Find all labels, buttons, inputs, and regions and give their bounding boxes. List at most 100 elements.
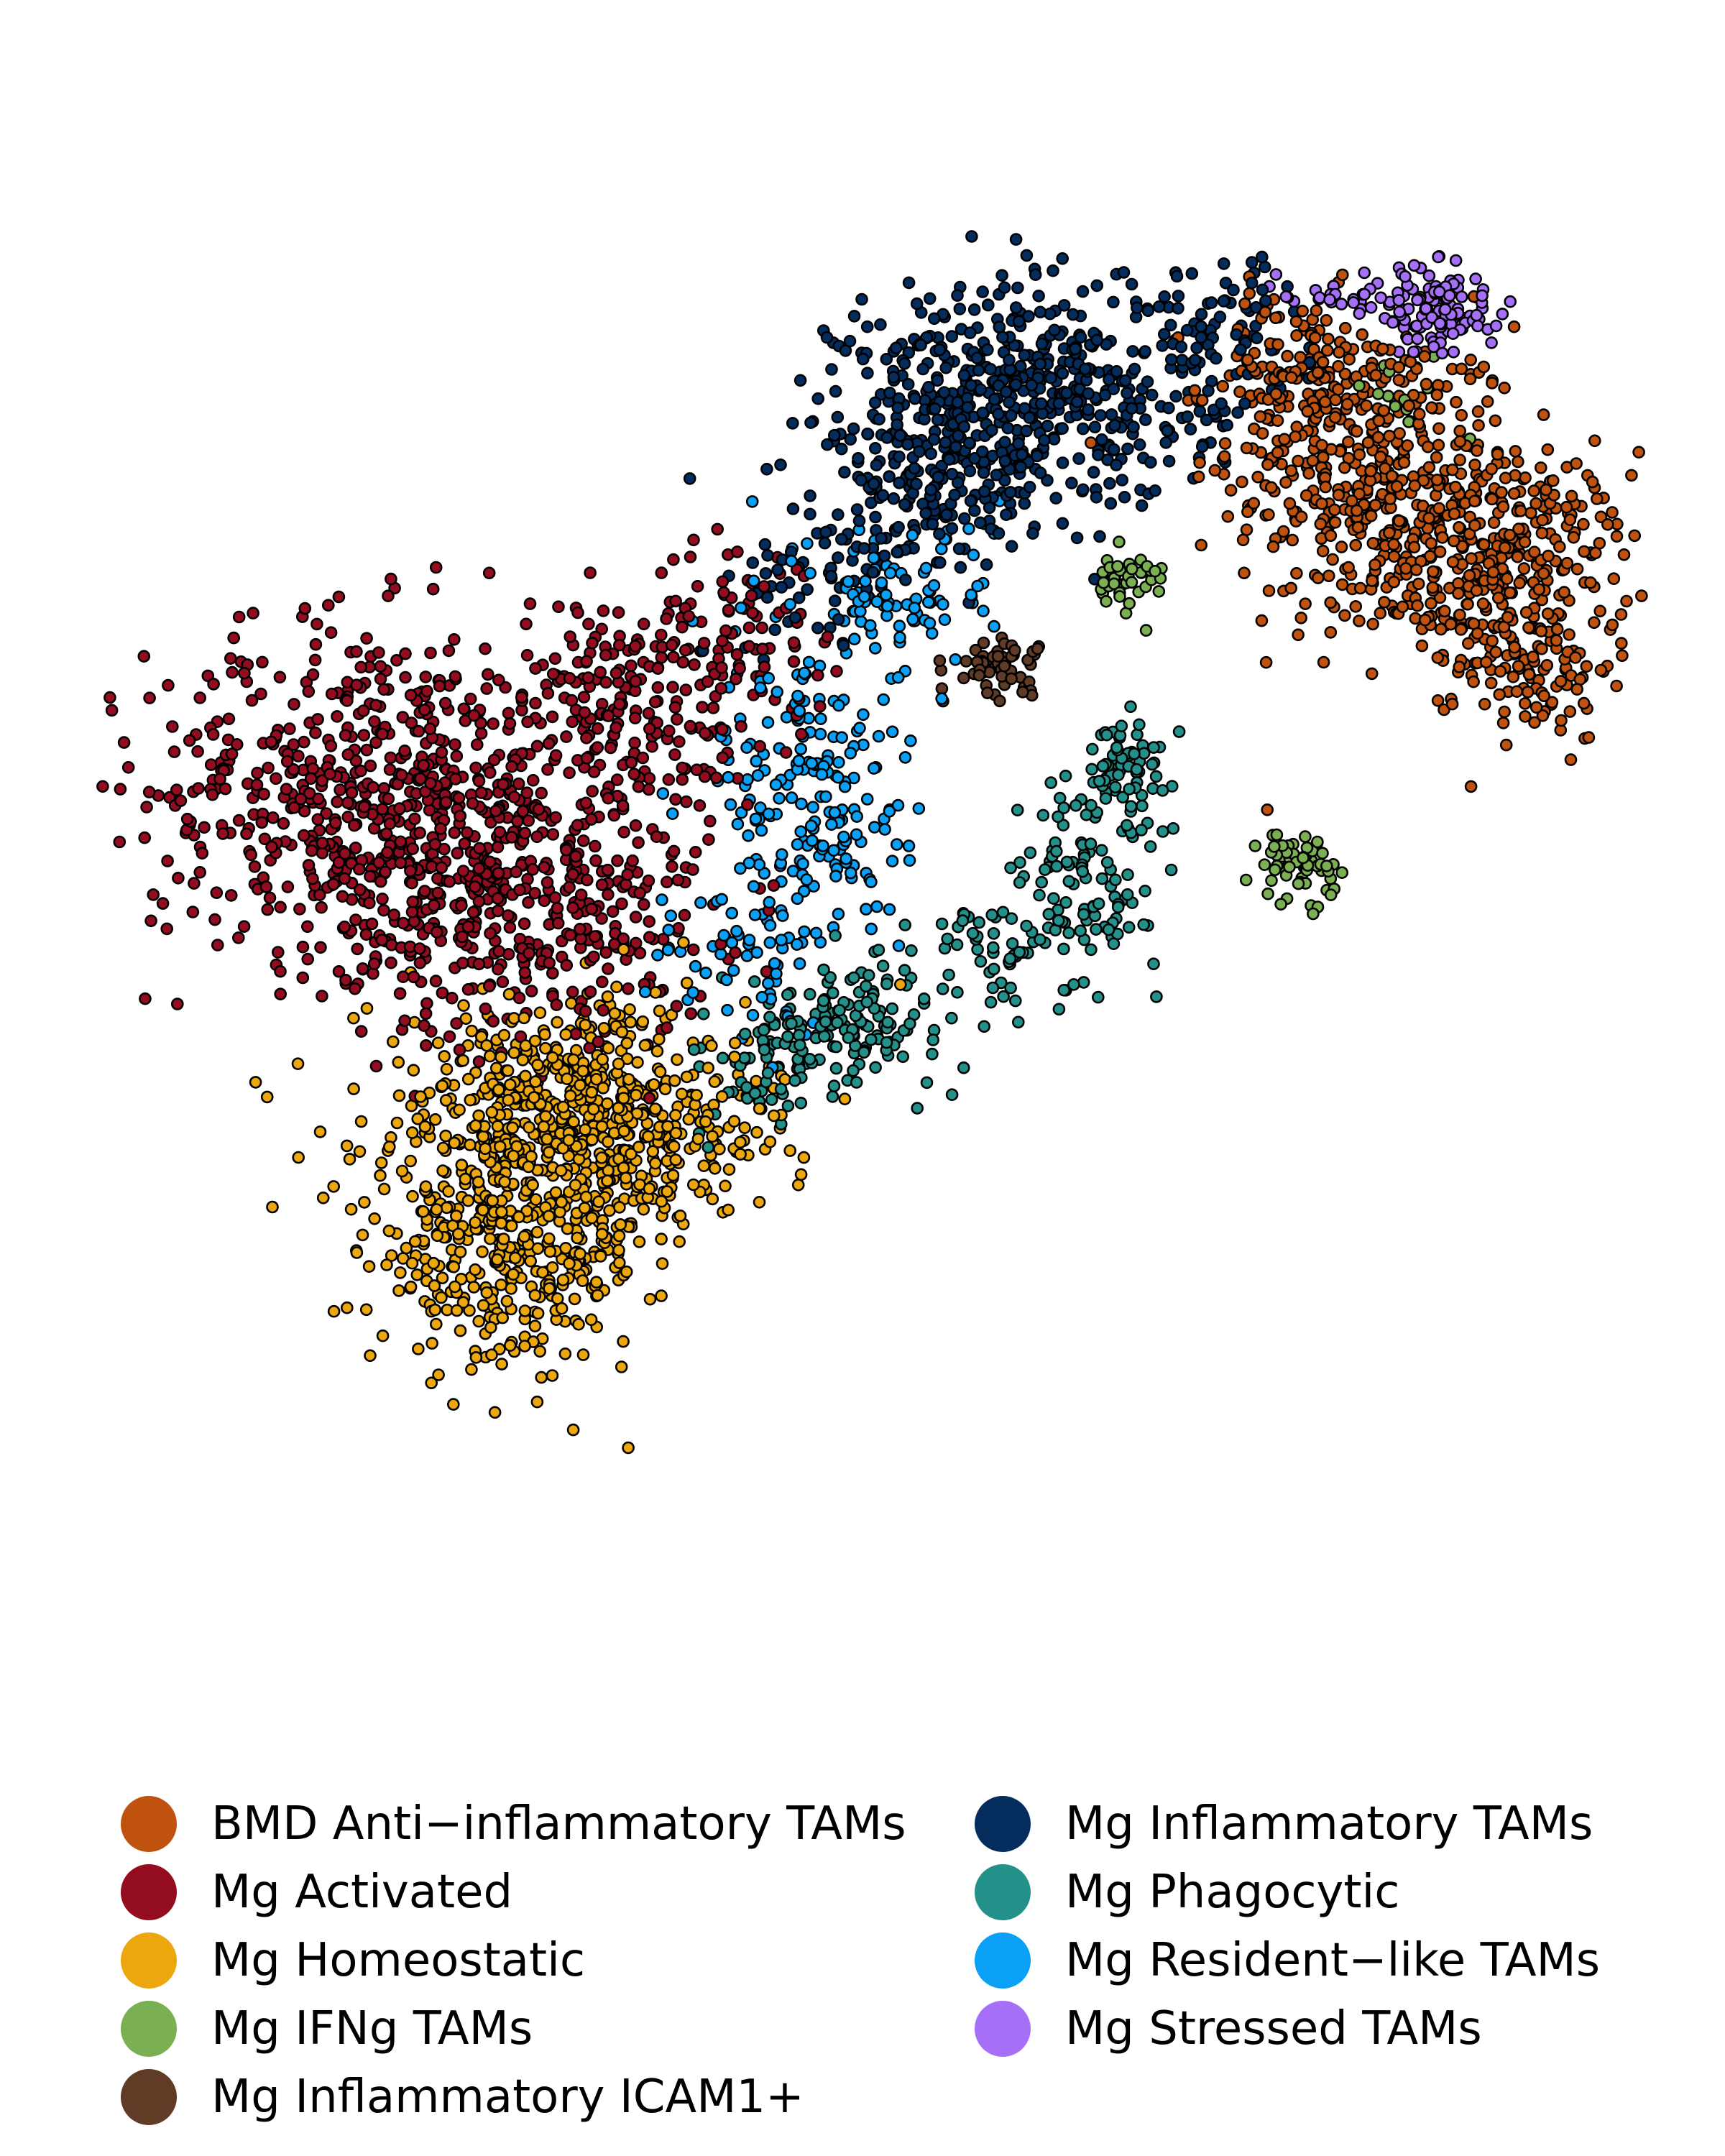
- scatter-point: [770, 685, 783, 699]
- scatter-point: [579, 1018, 592, 1032]
- scatter-point: [538, 861, 551, 874]
- scatter-point: [606, 905, 620, 918]
- scatter-point: [1233, 385, 1246, 399]
- scatter-point: [1251, 470, 1264, 484]
- scatter-point: [1449, 254, 1463, 267]
- scatter-point: [1009, 301, 1023, 314]
- scatter-point: [1072, 452, 1085, 465]
- scatter-point: [262, 761, 275, 775]
- scatter-point: [1084, 837, 1098, 850]
- scatter-point: [546, 710, 559, 724]
- scatter-point: [1343, 353, 1356, 366]
- scatter-point: [1555, 714, 1568, 727]
- scatter-point: [811, 392, 824, 405]
- scatter-point: [615, 897, 628, 911]
- scatter-point: [869, 1061, 882, 1074]
- scatter-point: [608, 1007, 622, 1020]
- scatter-point: [1193, 405, 1207, 418]
- scatter-point: [360, 1002, 374, 1015]
- scatter-point: [359, 1303, 373, 1317]
- scatter-point: [1537, 689, 1550, 703]
- scatter-point: [883, 386, 896, 400]
- scatter-point: [1471, 627, 1484, 640]
- scatter-point: [642, 1130, 655, 1143]
- scatter-point: [1420, 377, 1433, 391]
- scatter-point: [430, 926, 443, 939]
- scatter-point: [708, 1075, 722, 1088]
- scatter-point: [420, 997, 433, 1010]
- scatter-point: [1109, 873, 1122, 887]
- scatter-point: [788, 1074, 801, 1087]
- scatter-point: [1407, 259, 1421, 272]
- scatter-point: [1147, 957, 1160, 970]
- scatter-point: [474, 727, 488, 740]
- scatter-point: [1122, 921, 1136, 934]
- scatter-point: [595, 622, 609, 636]
- scatter-point: [941, 932, 954, 946]
- scatter-point: [584, 1313, 598, 1327]
- scatter-point: [528, 1034, 542, 1048]
- scatter-point: [621, 868, 635, 881]
- scatter-point: [311, 792, 325, 806]
- scatter-point: [746, 1008, 760, 1022]
- scatter-point: [865, 875, 878, 888]
- scatter-point: [661, 1021, 673, 1034]
- scatter-point: [1004, 981, 1017, 995]
- scatter-point: [1411, 599, 1424, 612]
- scatter-point: [339, 974, 352, 987]
- scatter-point: [431, 886, 445, 900]
- scatter-point: [937, 386, 951, 399]
- scatter-point: [1062, 875, 1076, 888]
- scatter-point: [1141, 304, 1155, 318]
- scatter-point: [426, 1337, 438, 1350]
- scatter-point: [198, 821, 211, 834]
- scatter-point: [1092, 897, 1105, 911]
- scatter-point: [1625, 469, 1638, 482]
- scatter-point: [804, 566, 816, 580]
- scatter-point: [926, 517, 939, 531]
- scatter-point: [1086, 742, 1099, 756]
- scatter-point: [792, 754, 806, 768]
- scatter-point: [1402, 399, 1415, 413]
- scatter-point: [453, 1044, 466, 1056]
- scatter-point: [543, 1146, 556, 1159]
- scatter-point: [385, 956, 397, 969]
- scatter-point: [735, 719, 748, 733]
- scatter-point: [1430, 388, 1444, 402]
- scatter-point: [931, 374, 944, 387]
- scatter-point: [505, 831, 518, 844]
- scatter-point: [883, 903, 896, 916]
- scatter-point: [734, 862, 747, 875]
- scatter-point: [327, 1180, 341, 1193]
- scatter-point: [350, 678, 364, 692]
- scatter-point: [515, 691, 528, 704]
- scatter-point: [382, 589, 395, 603]
- scatter-point: [1317, 655, 1330, 669]
- scatter-point: [477, 1299, 490, 1312]
- scatter-point: [1432, 250, 1445, 264]
- scatter-point: [1095, 433, 1108, 446]
- scatter-point: [584, 566, 597, 579]
- scatter-point: [526, 1179, 540, 1192]
- scatter-point: [985, 908, 998, 921]
- scatter-point: [1281, 280, 1294, 293]
- scatter-point: [627, 768, 641, 780]
- scatter-point: [524, 1255, 538, 1268]
- scatter-point: [549, 749, 563, 762]
- scatter-point: [821, 438, 834, 451]
- scatter-point: [760, 462, 773, 476]
- scatter-point: [464, 1093, 477, 1107]
- scatter-point: [1392, 361, 1406, 374]
- scatter-point: [1410, 319, 1423, 333]
- scatter-point: [1519, 606, 1533, 619]
- scatter-point: [1635, 589, 1648, 602]
- scatter-point: [507, 1149, 520, 1163]
- scatter-point: [844, 866, 857, 880]
- scatter-point: [892, 939, 906, 952]
- scatter-point: [277, 817, 290, 830]
- scatter-point: [1512, 660, 1525, 673]
- scatter-point: [719, 624, 732, 637]
- scatter-point: [689, 959, 702, 973]
- scatter-point: [1001, 421, 1014, 435]
- scatter-point: [536, 1266, 549, 1279]
